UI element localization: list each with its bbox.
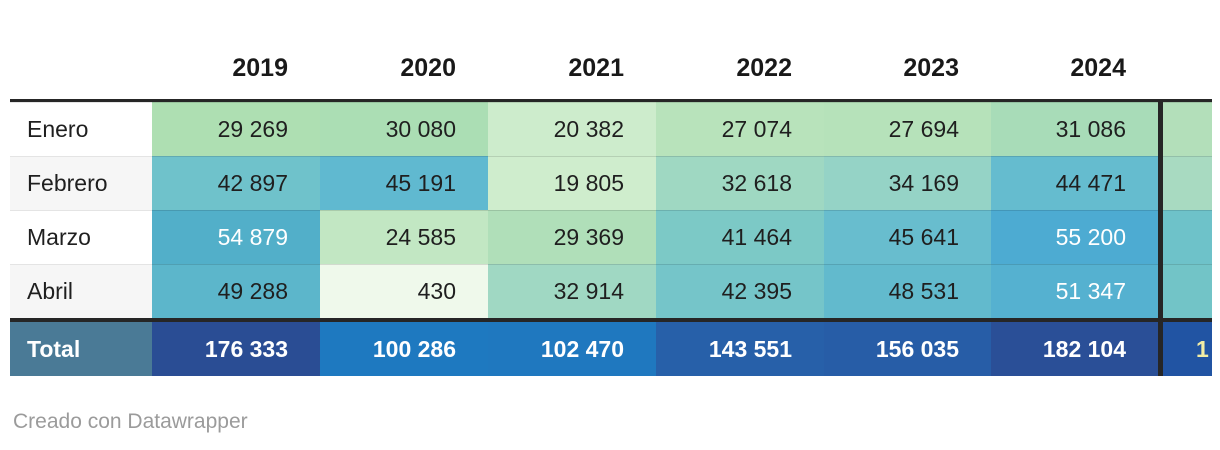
table-cell: 41 464	[656, 210, 824, 264]
table-cell: 31 086	[991, 102, 1158, 156]
column-header-2024: 2024	[1070, 54, 1126, 82]
table-cell: 42 897	[152, 156, 320, 210]
total-cell: 156 035	[824, 322, 991, 376]
table-row: Enero 29 269 30 080 20 382 27 074 27 694…	[10, 102, 1212, 156]
table-cell: 51 347	[991, 264, 1158, 318]
table-cell: 55 200	[991, 210, 1158, 264]
header-spacer	[10, 0, 152, 99]
table-cell-partial	[1163, 264, 1212, 318]
table-cell: 44 471	[991, 156, 1158, 210]
column-header-2021: 2021	[568, 54, 624, 82]
table-cell: 20 382	[488, 102, 656, 156]
row-label: Marzo	[10, 210, 152, 264]
table-cell-partial	[1163, 102, 1212, 156]
column-header-2020: 2020	[400, 54, 456, 82]
total-label: Total	[10, 322, 152, 376]
total-cell-partial: 1	[1163, 322, 1212, 376]
table-cell: 42 395	[656, 264, 824, 318]
table-cell: 24 585	[320, 210, 488, 264]
table-row: Febrero 42 897 45 191 19 805 32 618 34 1…	[10, 156, 1212, 210]
table-cell-partial	[1163, 210, 1212, 264]
table-cell: 48 531	[824, 264, 991, 318]
table-cell: 34 169	[824, 156, 991, 210]
table-cell: 30 080	[320, 102, 488, 156]
table-cell: 45 191	[320, 156, 488, 210]
column-header-2023: 2023	[903, 54, 959, 82]
column-divider	[1158, 102, 1163, 156]
total-cell: 102 470	[488, 322, 656, 376]
table-cell-partial	[1163, 156, 1212, 210]
row-label: Febrero	[10, 156, 152, 210]
table-row: Abril 49 288 430 32 914 42 395 48 531 51…	[10, 264, 1212, 318]
column-header-2022: 2022	[736, 54, 792, 82]
data-table: 2019 2020 2021 2022 2023 2024 Enero 29 2…	[10, 0, 1212, 376]
datawrapper-credit-link[interactable]: Creado con Datawrapper	[13, 410, 248, 433]
column-divider	[1158, 322, 1163, 376]
table-cell: 49 288	[152, 264, 320, 318]
column-divider	[1158, 210, 1163, 264]
table-cell: 32 618	[656, 156, 824, 210]
table-cell: 32 914	[488, 264, 656, 318]
total-row: Total 176 333 100 286 102 470 143 551 15…	[10, 322, 1212, 376]
total-cell: 143 551	[656, 322, 824, 376]
table-cell: 27 074	[656, 102, 824, 156]
row-label: Enero	[10, 102, 152, 156]
total-separator-rule	[10, 318, 1212, 322]
column-divider	[1158, 156, 1163, 210]
total-cell: 176 333	[152, 322, 320, 376]
table-header-row: 2019 2020 2021 2022 2023 2024	[10, 0, 1212, 102]
column-header-partial	[1190, 0, 1220, 99]
table-cell: 29 369	[488, 210, 656, 264]
table-row: Marzo 54 879 24 585 29 369 41 464 45 641…	[10, 210, 1212, 264]
table-cell: 54 879	[152, 210, 320, 264]
table-cell: 430	[320, 264, 488, 318]
table-cell: 27 694	[824, 102, 991, 156]
total-cell: 182 104	[991, 322, 1158, 376]
table-cell: 19 805	[488, 156, 656, 210]
table-cell: 29 269	[152, 102, 320, 156]
column-divider	[1158, 264, 1163, 318]
column-header-2019: 2019	[232, 54, 288, 82]
table-cell: 45 641	[824, 210, 991, 264]
total-cell: 100 286	[320, 322, 488, 376]
header-divider-spacer	[1158, 0, 1190, 99]
row-label: Abril	[10, 264, 152, 318]
